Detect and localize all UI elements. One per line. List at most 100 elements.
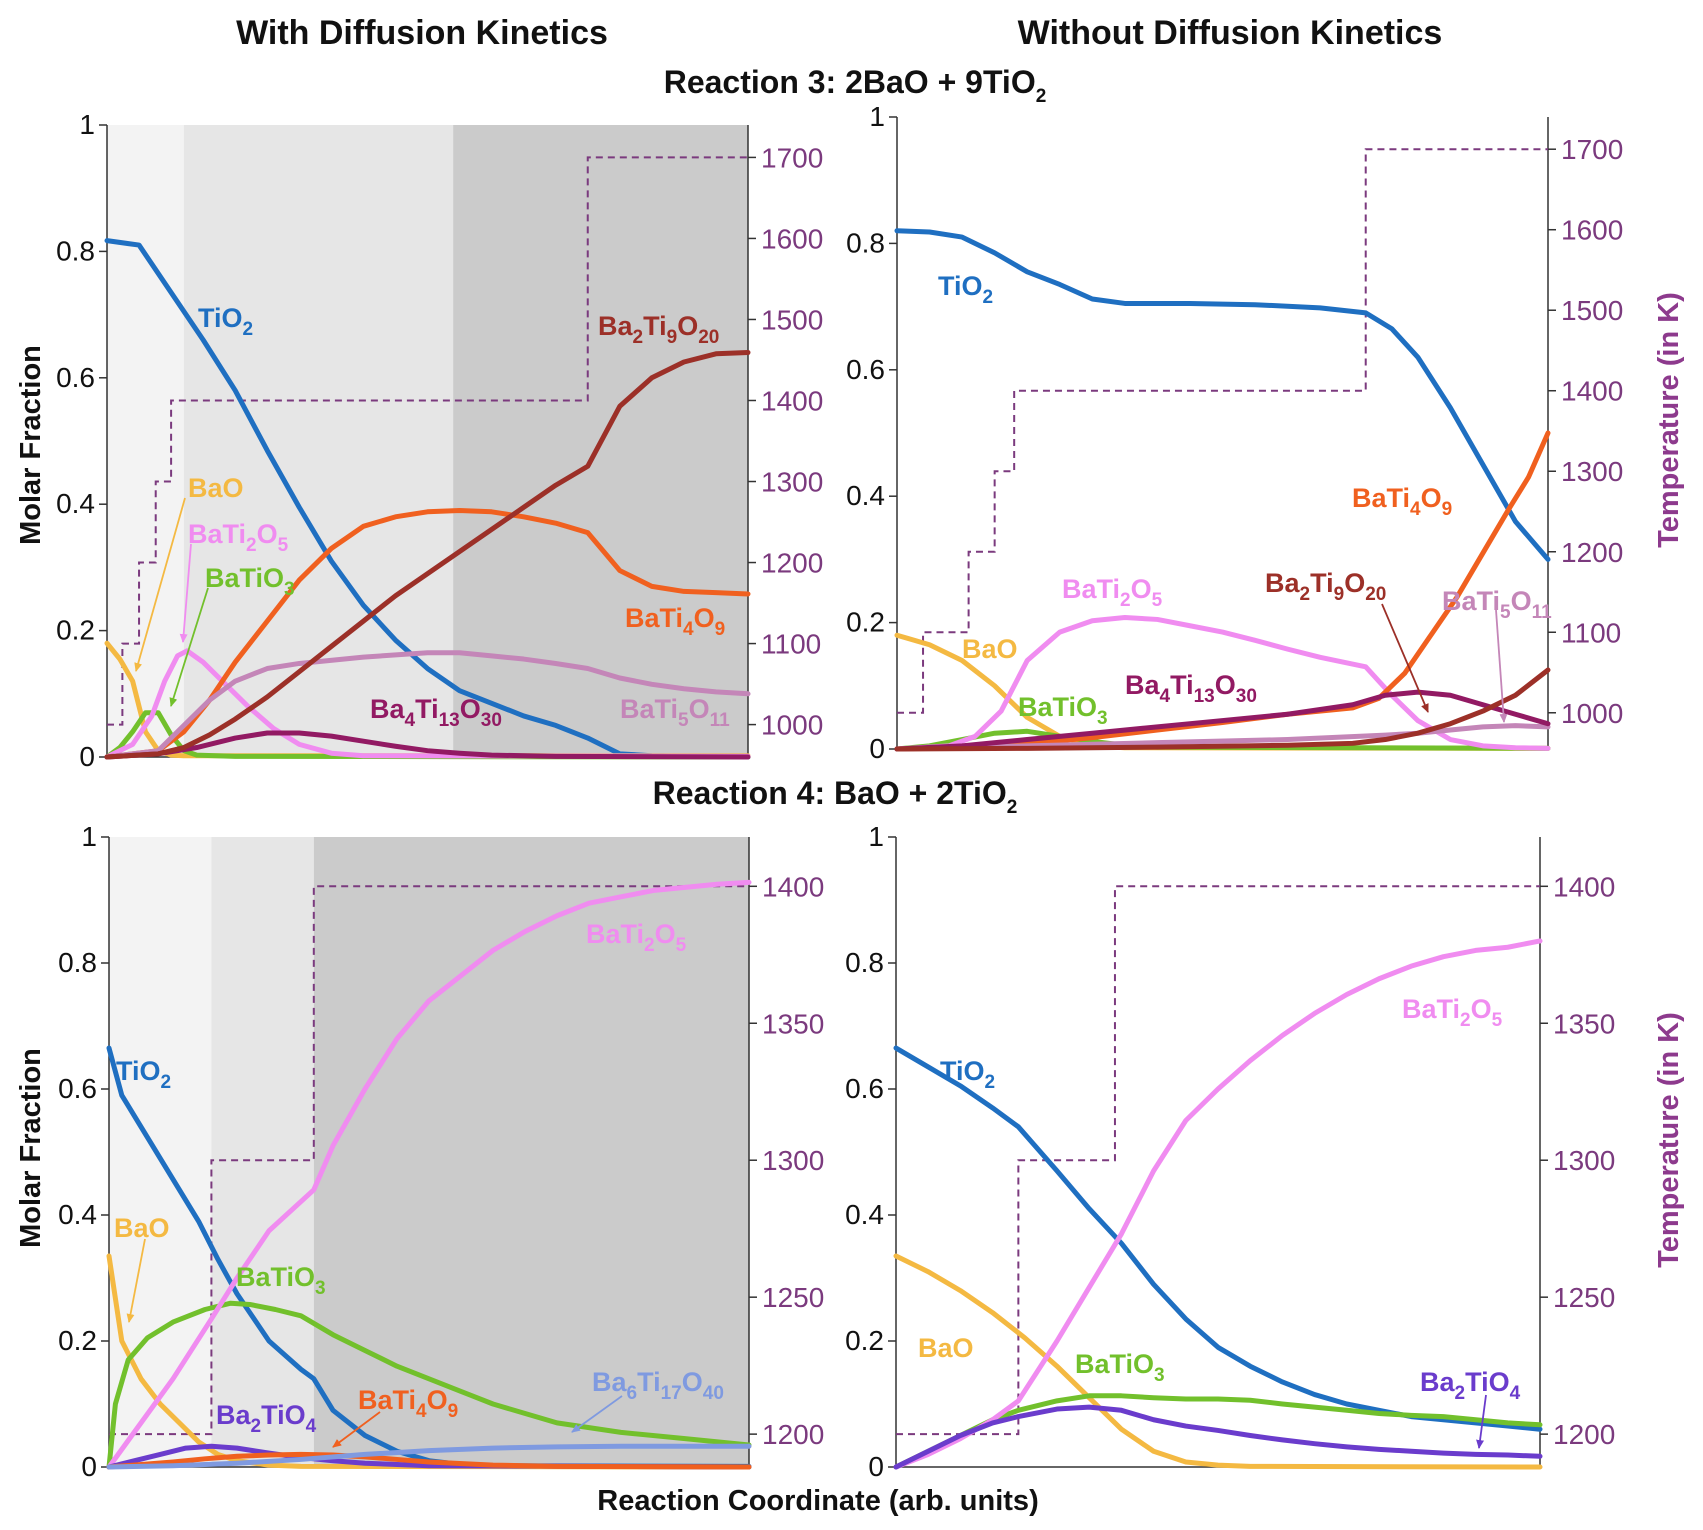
series-line-Ba2Ti9O20 (104, 350, 751, 760)
ytick-label: 0.8 (58, 947, 97, 978)
series-line-BaTiO3 (104, 710, 751, 760)
series-label-subscript: 40 (703, 1383, 724, 1404)
series-label-part: Ba (1265, 568, 1300, 598)
series-line-Ba2TiO4 (106, 1443, 752, 1470)
series-label-subscript: 2 (1460, 1010, 1471, 1031)
leader-arrow-BaTi2O5 (179, 543, 192, 643)
temp-tick-label: 1100 (1561, 617, 1621, 648)
series-label-part: O (1131, 574, 1152, 604)
series-label-subscript: 2 (633, 327, 644, 348)
series-label-subscript: 9 (448, 1401, 459, 1422)
series-label-subscript: 2 (161, 1072, 172, 1093)
ytick-label: 0.2 (58, 1325, 97, 1356)
series-label-part: Ba (1125, 670, 1160, 700)
series-label-part: BaTi (358, 1385, 416, 1415)
series-label-part: TiO (938, 271, 983, 301)
series-line-Ba4Ti13O30 (894, 689, 1551, 752)
series-label-subscript: 17 (661, 1383, 682, 1404)
series-label-part: O (689, 694, 710, 724)
series-label-BaTiO3: BaTiO3 (205, 563, 295, 600)
temp-tick-label: 1500 (1561, 295, 1623, 326)
series-label-BaTi2O5: BaTi2O5 (188, 519, 289, 556)
panel-r4-without-diffusion: 00.20.40.60.8112001250130013501400TiO2Ba… (845, 821, 1615, 1482)
series-label-part: BaTi (1442, 586, 1500, 616)
temperature-profile-line (897, 148, 1548, 714)
series-label-TiO2: TiO2 (116, 1056, 171, 1093)
series-line-BaTi5O11 (104, 650, 751, 760)
reaction-3-title-main: Reaction 3: 2BaO + 9TiO (664, 64, 1036, 100)
series-line-BaTi2O5 (104, 648, 751, 760)
temp-tick-label: 1100 (761, 629, 821, 660)
series-line-BaO (106, 1253, 752, 1470)
series-label-part: BaTiO (1018, 692, 1097, 722)
series-label-subscript: 2 (1455, 1383, 1466, 1404)
leader-arrow-Ba2Ti9O20 (1381, 603, 1429, 713)
temperature-axis-title-reaction-4: Temperature (in K) (1653, 1012, 1685, 1268)
temp-tick-label: 1200 (1553, 1419, 1615, 1450)
panel-r3-without-diffusion: 0 0.2 0.4 0.6 0.8 1 1000 1100 1200 1300 1400 1500 16… (846, 101, 1623, 764)
series-label-TiO2: TiO2 (940, 1056, 995, 1093)
series-label-part: TiO (198, 303, 243, 333)
series-label-subscript: 30 (481, 710, 502, 731)
series-label-BaO: BaO (114, 1213, 170, 1243)
temp-tick-label: 1500 (761, 304, 823, 335)
series-label-Ba4Ti13O30: Ba4Ti13O30 (1125, 670, 1257, 707)
series-label-subscript: 2 (1300, 584, 1311, 605)
temp-tick-label: 1400 (762, 871, 824, 902)
reaction-3-title-sub: 2 (1036, 86, 1047, 107)
series-label-subscript: 20 (698, 327, 719, 348)
series-label-part: BaTi (1402, 994, 1460, 1024)
ytick-label: 0.2 (845, 1325, 884, 1356)
series-label-part: BaTiO (236, 1262, 315, 1292)
series-label-subscript: 2 (246, 535, 257, 556)
temp-tick-label: 1350 (1553, 1008, 1615, 1039)
temp-tick-label: 1300 (762, 1145, 824, 1176)
series-label-part: Ba (598, 311, 633, 341)
ylabel-reaction-4: Molar Fraction (15, 1048, 47, 1248)
leader-arrow-Ba6Ti17O40 (571, 1395, 623, 1433)
temp-tick-label: 1350 (762, 1008, 824, 1039)
ytick-label: 0.2 (846, 607, 885, 638)
series-label-part: BaTi (1062, 574, 1120, 604)
temp-tick-label: 1300 (1561, 456, 1623, 487)
series-label-subscript: 2 (251, 1416, 262, 1437)
series-label-part: TiO (940, 1056, 985, 1086)
series-line-TiO2 (104, 238, 751, 760)
series-label-subscript: 20 (1365, 584, 1386, 605)
series-label-BaTi5O11: BaTi5O11 (1442, 586, 1552, 623)
series-label-BaTiO3: BaTiO3 (1018, 692, 1108, 729)
ytick-label: 0.2 (56, 615, 95, 646)
series-label-subscript: 5 (678, 710, 689, 731)
series-label-BaTi5O11: BaTi5O11 (620, 694, 730, 731)
reaction-4-title: Reaction 4: BaO + 2TiO2 (653, 775, 1018, 818)
series-line-BaTiO3 (893, 1393, 1543, 1470)
series-label-part: Ba (370, 694, 405, 724)
series-label-subscript: 9 (1442, 499, 1453, 520)
ytick-label: 0 (79, 741, 95, 772)
series-label-part: O (1421, 483, 1442, 513)
panel-r3-with-diffusion: 0 0.2 0.4 0.6 0.8 1 1000 1100 1200 1300 1400 1500 16… (56, 109, 823, 772)
temp-tick-label: 1700 (1561, 134, 1623, 165)
series-label-subscript: 4 (405, 710, 416, 731)
series-label-part: BaTi (620, 694, 678, 724)
series-label-part: BaTi (625, 603, 683, 633)
ytick-label: 0 (81, 1451, 97, 1482)
temp-tick-label: 1600 (761, 223, 823, 254)
ytick-label: 0.4 (846, 480, 885, 511)
reaction-4-title-main: Reaction 4: BaO + 2TiO (653, 775, 1007, 811)
series-label-part: BaO (962, 634, 1018, 664)
leader-arrow-BaO (134, 497, 186, 672)
column-title-without-diffusion: Without Diffusion Kinetics (1018, 14, 1443, 52)
series-label-part: BaTiO (205, 563, 284, 593)
series-label-part: O (677, 311, 698, 341)
series-label-subscript: 2 (983, 287, 994, 308)
temp-tick-label: 1400 (1561, 376, 1623, 407)
series-label-part: BaTiO (1075, 1349, 1154, 1379)
series-label-part: Ti (637, 1367, 661, 1397)
series-line-BaO (893, 1253, 1543, 1470)
series-label-BaTi4O9: BaTi4O9 (1352, 483, 1452, 520)
series-label-subscript: 30 (1236, 686, 1257, 707)
shading-band-1 (107, 125, 184, 757)
series-label-part: O (1215, 670, 1236, 700)
series-label-part: O (427, 1385, 448, 1415)
